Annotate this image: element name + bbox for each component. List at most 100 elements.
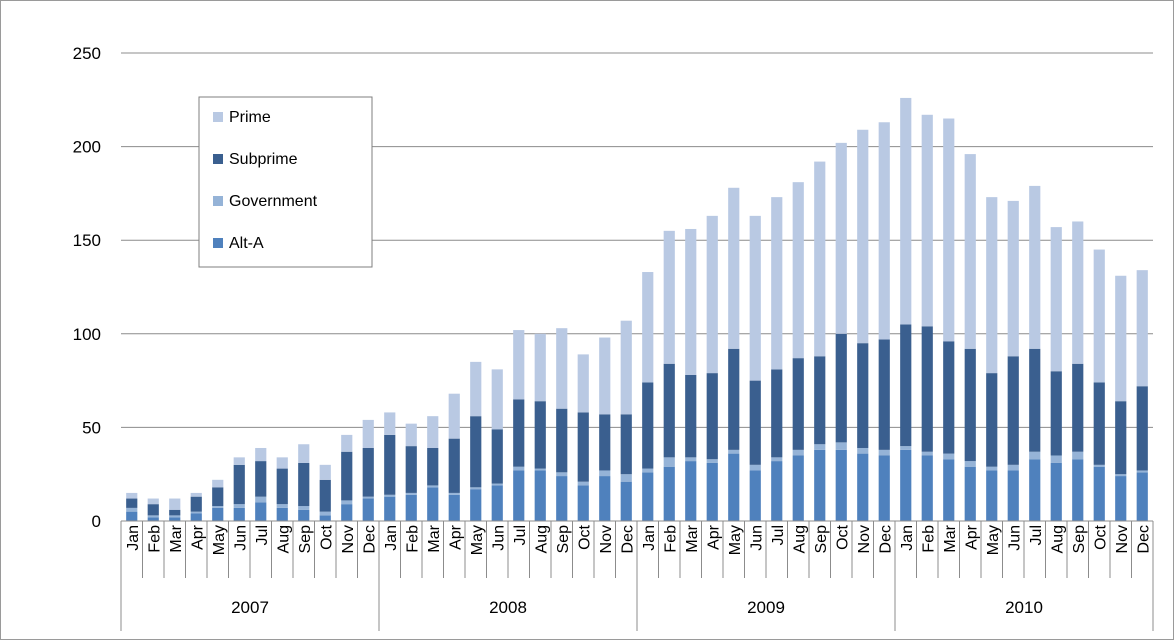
y-tick-label: 250 [73, 44, 101, 63]
bar-alt-a-26 [685, 461, 697, 521]
bar-subprime-2 [169, 509, 181, 516]
bar-subprime-45 [1093, 382, 1105, 465]
bar-alt-a-22 [599, 476, 611, 521]
x-tick-label: Jun [490, 525, 507, 551]
legend-label: Alt-A [229, 235, 264, 252]
x-tick-label: May [985, 525, 1002, 555]
bar-government-14 [427, 485, 439, 488]
bar-prime-45 [1093, 249, 1105, 383]
bar-prime-41 [1007, 200, 1019, 357]
bar-government-41 [1007, 464, 1019, 471]
bar-subprime-42 [1029, 348, 1041, 452]
y-tick-label: 50 [82, 418, 101, 437]
bar-government-36 [900, 446, 912, 450]
bar-government-26 [685, 457, 697, 462]
bar-prime-11 [362, 419, 374, 448]
x-tick-label: May [727, 525, 744, 555]
bar-prime-25 [663, 230, 675, 364]
bar-alt-a-31 [792, 455, 804, 521]
bar-prime-19 [534, 333, 546, 402]
bar-subprime-25 [663, 363, 675, 458]
x-tick-label: Jul [1028, 525, 1045, 545]
x-tick-label: Jun [1006, 525, 1023, 551]
bar-government-47 [1136, 470, 1148, 473]
x-tick-label: Aug [1049, 525, 1066, 553]
bar-prime-1 [147, 498, 159, 505]
bar-prime-30 [771, 197, 783, 370]
year-label: 2009 [747, 598, 785, 617]
bar-subprime-20 [556, 408, 568, 473]
bar-prime-22 [599, 337, 611, 415]
bar-prime-32 [814, 161, 826, 357]
bar-government-29 [749, 464, 761, 471]
bar-alt-a-15 [448, 494, 460, 521]
bar-alt-a-40 [986, 470, 998, 521]
bar-prime-43 [1050, 227, 1062, 372]
x-axis-month-labels: Jan Feb Mar Apr May Jun Jul Aug Sep Oct Nov Dec Jan F… [125, 524, 1153, 555]
bar-alt-a-42 [1029, 459, 1041, 521]
bar-alt-a-27 [706, 462, 718, 521]
legend-swatch [213, 238, 223, 248]
bar-government-9 [319, 511, 331, 516]
x-tick-label: Jun [232, 525, 249, 551]
bar-alt-a-23 [620, 481, 632, 521]
bar-subprime-37 [921, 326, 933, 452]
bar-prime-46 [1115, 275, 1127, 402]
bar-prime-6 [255, 447, 267, 462]
x-tick-label: Dec [1135, 525, 1152, 553]
x-tick-label: Oct [318, 524, 335, 549]
bar-alt-a-3 [190, 513, 202, 521]
x-tick-label: Jan [125, 525, 142, 551]
bar-stacks [126, 97, 1148, 521]
bar-government-40 [986, 466, 998, 471]
y-tick-label: 0 [92, 512, 101, 531]
x-tick-label: Apr [447, 524, 464, 550]
x-tick-label: Oct [834, 524, 851, 549]
legend-swatch [213, 196, 223, 206]
bar-government-45 [1093, 464, 1105, 467]
bar-alt-a-24 [642, 472, 654, 521]
bar-subprime-0 [126, 498, 138, 508]
bar-government-1 [147, 515, 159, 518]
bar-subprime-30 [771, 369, 783, 458]
legend-label: Subprime [229, 151, 298, 168]
x-tick-label: Sep [813, 525, 830, 554]
bar-prime-5 [233, 457, 245, 465]
x-axis-year-labels: 2007 2008 2009 2010 [231, 598, 1043, 617]
bar-subprime-9 [319, 479, 331, 512]
x-tick-label: Feb [662, 525, 679, 553]
bar-alt-a-14 [427, 487, 439, 521]
bar-government-30 [771, 457, 783, 462]
x-tick-label: Aug [791, 525, 808, 553]
bar-subprime-35 [878, 339, 890, 450]
year-label: 2007 [231, 598, 269, 617]
axes [120, 520, 1154, 631]
bar-government-39 [964, 461, 976, 467]
bar-alt-a-30 [771, 461, 783, 521]
x-tick-label: May [469, 525, 486, 555]
x-tick-label: Jan [641, 525, 658, 551]
bar-prime-20 [556, 328, 568, 409]
legend-box [198, 96, 373, 268]
bar-government-10 [341, 500, 353, 505]
bar-government-37 [921, 451, 933, 456]
bar-alt-a-36 [900, 449, 912, 521]
bar-government-33 [835, 442, 847, 450]
bar-prime-16 [470, 361, 482, 417]
bar-prime-37 [921, 114, 933, 327]
x-tick-label: Jul [254, 525, 271, 545]
bar-subprime-34 [857, 343, 869, 448]
x-tick-label: Mar [168, 524, 185, 552]
bar-government-4 [212, 506, 224, 508]
bar-alt-a-9 [319, 515, 331, 521]
bar-subprime-39 [964, 348, 976, 462]
bar-subprime-6 [255, 461, 267, 497]
bar-alt-a-11 [362, 498, 374, 521]
bar-government-15 [448, 492, 460, 495]
bar-subprime-27 [706, 373, 718, 460]
x-tick-label: Nov [340, 525, 357, 553]
bar-subprime-46 [1115, 401, 1127, 475]
bar-prime-35 [878, 122, 890, 340]
